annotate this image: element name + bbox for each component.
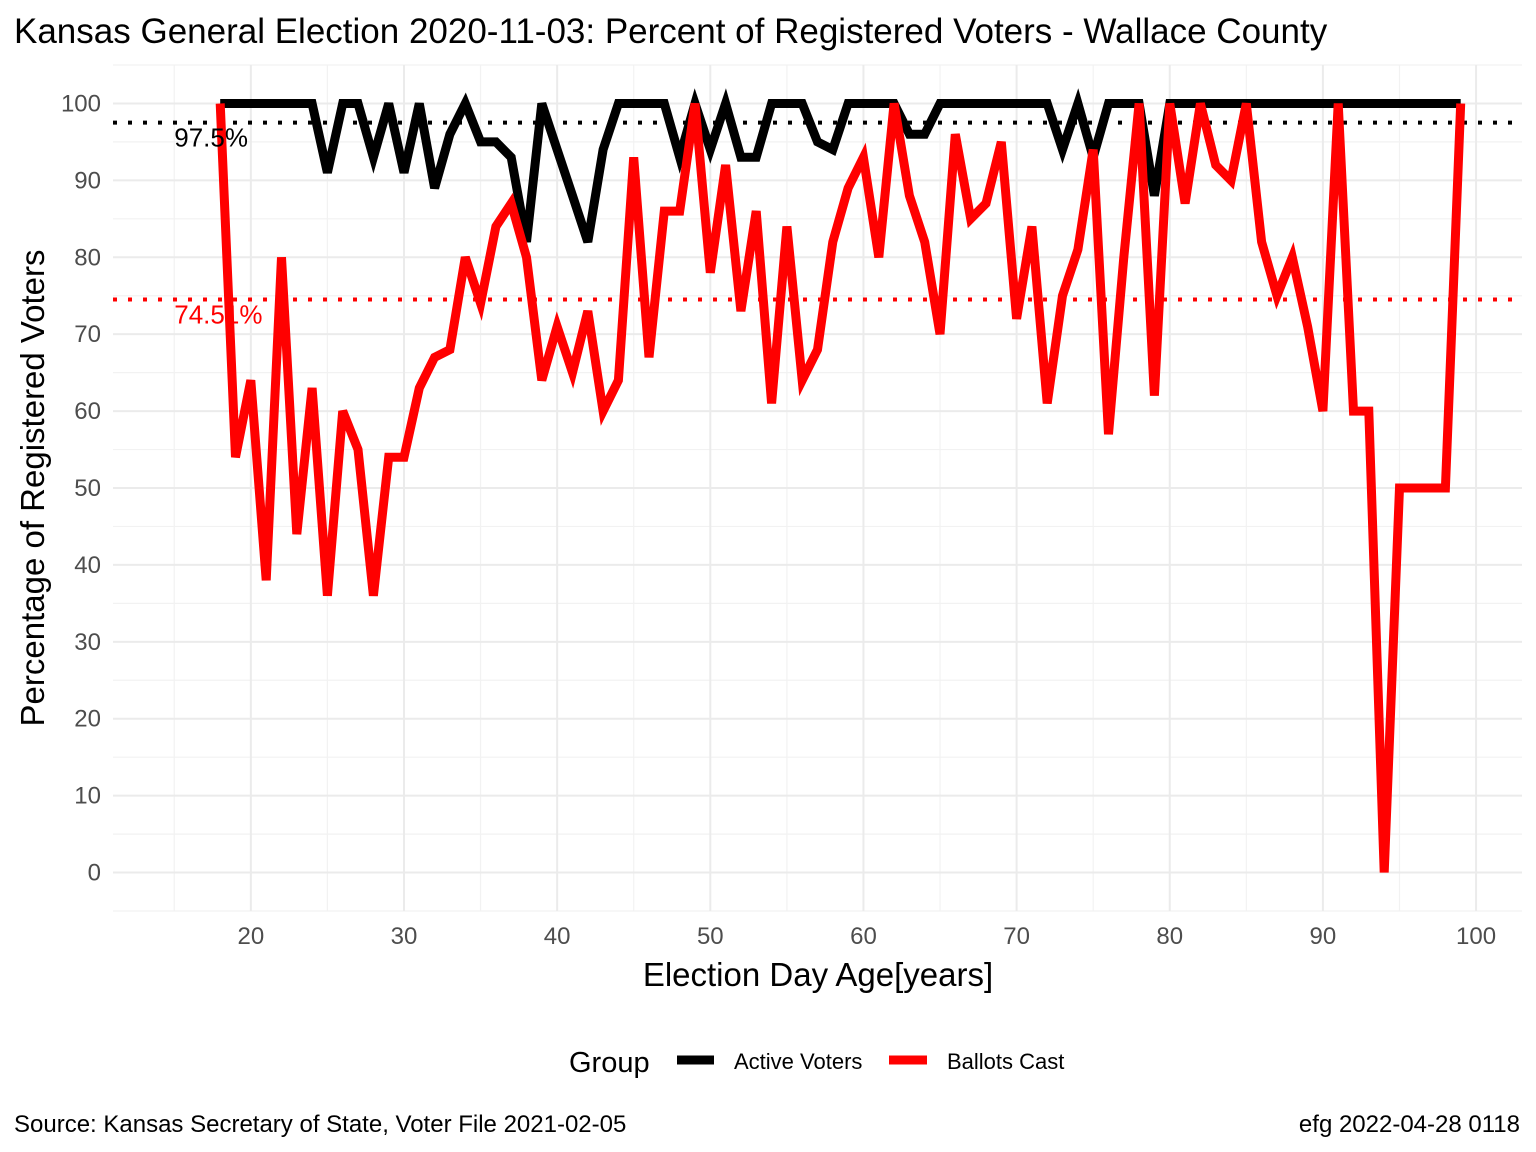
x-tick-label: 70 [1003, 923, 1030, 950]
y-tick-label: 90 [74, 167, 101, 194]
y-tick-label: 80 [74, 244, 101, 271]
series-group [215, 88, 1466, 873]
y-tick-label: 30 [74, 629, 101, 656]
y-axis-ticks: 0 10 20 30 40 50 60 70 80 90 100 [61, 90, 101, 886]
y-tick-label: 70 [74, 321, 101, 348]
legend-title: Group [569, 1047, 650, 1079]
x-tick-label: 90 [1310, 923, 1337, 950]
reference-label-1: 74.51% [174, 299, 262, 329]
y-axis-title: Percentage of Registered Voters [14, 250, 51, 727]
y-tick-label: 20 [74, 706, 101, 733]
y-tick-label: 40 [74, 552, 101, 579]
x-tick-label: 30 [391, 923, 418, 950]
x-tick-label: 40 [544, 923, 571, 950]
x-axis-ticks: 20 30 40 50 60 70 80 90 100 [237, 923, 1496, 950]
legend-label-ballots-cast: Ballots Cast [947, 1049, 1064, 1074]
legend-label-active-voters: Active Voters [734, 1049, 862, 1074]
y-tick-label: 0 [88, 860, 101, 887]
y-tick-label: 50 [74, 475, 101, 502]
series-line-active-voters [220, 88, 1461, 244]
y-tick-label: 60 [74, 398, 101, 425]
legend: Group Active Voters Ballots Cast [569, 1047, 1064, 1079]
source-caption: Source: Kansas Secretary of State, Voter… [14, 1111, 626, 1138]
author-caption: efg 2022-04-28 0118 [1299, 1111, 1520, 1138]
chart-title: Kansas General Election 2020-11-03: Perc… [14, 12, 1328, 51]
reference-labels: 97.5% 74.51% [174, 123, 262, 330]
y-tick-label: 10 [74, 783, 101, 810]
series-line-ballots-cast [215, 102, 1466, 873]
y-tick-label: 100 [61, 90, 101, 117]
x-axis-title: Election Day Age[years] [643, 956, 993, 993]
x-tick-label: 60 [850, 923, 877, 950]
x-tick-label: 100 [1456, 923, 1496, 950]
x-tick-label: 80 [1156, 923, 1183, 950]
x-tick-label: 50 [697, 923, 724, 950]
grid [113, 64, 1522, 912]
x-tick-label: 20 [237, 923, 264, 950]
reference-label-0: 97.5% [174, 123, 248, 153]
